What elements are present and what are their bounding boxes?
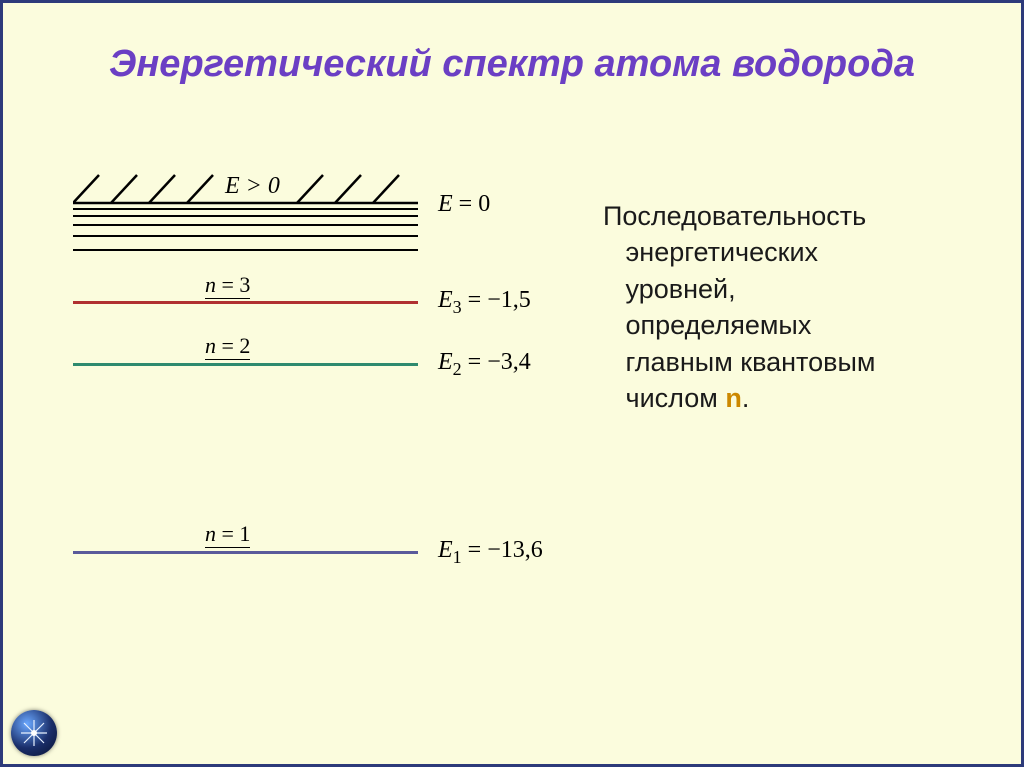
e1-eq: = −13,6 — [462, 537, 543, 563]
n1-n: n — [205, 521, 216, 546]
e0-label: E = 0 — [438, 191, 490, 218]
continuum-line-3 — [73, 224, 418, 226]
n3-n: n — [205, 272, 216, 297]
body-l5: главным квантовым — [626, 347, 876, 377]
n2-n: n — [205, 333, 216, 358]
body-paragraph: Последовательность энергетических уровне… — [603, 198, 963, 417]
e3-sub: 3 — [453, 297, 462, 317]
slide-title: Энергетический спектр атома водорода — [3, 43, 1021, 86]
e3-E: E — [438, 287, 453, 313]
continuum-line-4 — [73, 235, 418, 237]
continuum-label-text: E > 0 — [225, 173, 280, 199]
body-l1: Последовательность — [603, 201, 866, 231]
n3-label: n = 3 — [205, 272, 250, 299]
level-line-n2 — [73, 363, 418, 366]
continuum-label: E > 0 — [225, 173, 280, 200]
body-l6b: . — [742, 383, 750, 413]
corner-logo — [11, 710, 57, 756]
e1-E: E — [438, 537, 453, 563]
e0-eq: = 0 — [453, 191, 491, 217]
e2-E: E — [438, 349, 453, 375]
continuum-line-5 — [73, 249, 418, 251]
e1-label: E1 = −13,6 — [438, 537, 543, 568]
continuum-line-1 — [73, 208, 418, 210]
e1-sub: 1 — [453, 547, 462, 567]
n2-label: n = 2 — [205, 333, 250, 360]
n3-eq: = 3 — [216, 272, 250, 297]
continuum-line-2 — [73, 215, 418, 217]
e2-sub: 2 — [453, 359, 462, 379]
body-l4: определяемых — [626, 310, 812, 340]
e2-label: E2 = −3,4 — [438, 349, 531, 380]
body-n: n — [725, 383, 742, 413]
slide-container: Энергетический спектр атома водорода E >… — [0, 0, 1024, 767]
level-line-n3 — [73, 301, 418, 304]
continuum-hatch: E > 0 — [73, 173, 418, 205]
body-l6a: числом — [626, 383, 726, 413]
energy-diagram: E > 0 E = 0 n = 3 E3 = −1,5 n = 2 E2 = −… — [73, 173, 543, 603]
n1-eq: = 1 — [216, 521, 250, 546]
star-icon — [19, 718, 49, 748]
n1-label: n = 1 — [205, 521, 250, 548]
e0-E: E — [438, 191, 453, 217]
body-l2: энергетических — [626, 237, 819, 267]
e3-label: E3 = −1,5 — [438, 287, 531, 318]
body-l3: уровней, — [626, 274, 736, 304]
level-line-n1 — [73, 551, 418, 554]
n2-eq: = 2 — [216, 333, 250, 358]
e2-eq: = −3,4 — [462, 349, 531, 375]
e3-eq: = −1,5 — [462, 287, 531, 313]
